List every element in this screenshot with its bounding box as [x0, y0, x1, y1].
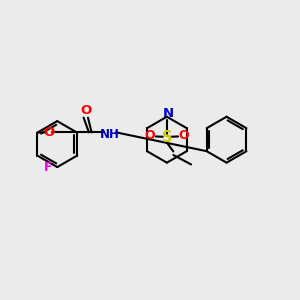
Text: O: O	[43, 126, 54, 139]
Text: O: O	[80, 104, 91, 117]
Text: NH: NH	[100, 128, 119, 141]
Text: F: F	[44, 160, 52, 174]
Text: N: N	[163, 107, 174, 120]
Text: S: S	[162, 130, 172, 146]
Text: O: O	[178, 129, 189, 142]
Text: O: O	[145, 129, 155, 142]
